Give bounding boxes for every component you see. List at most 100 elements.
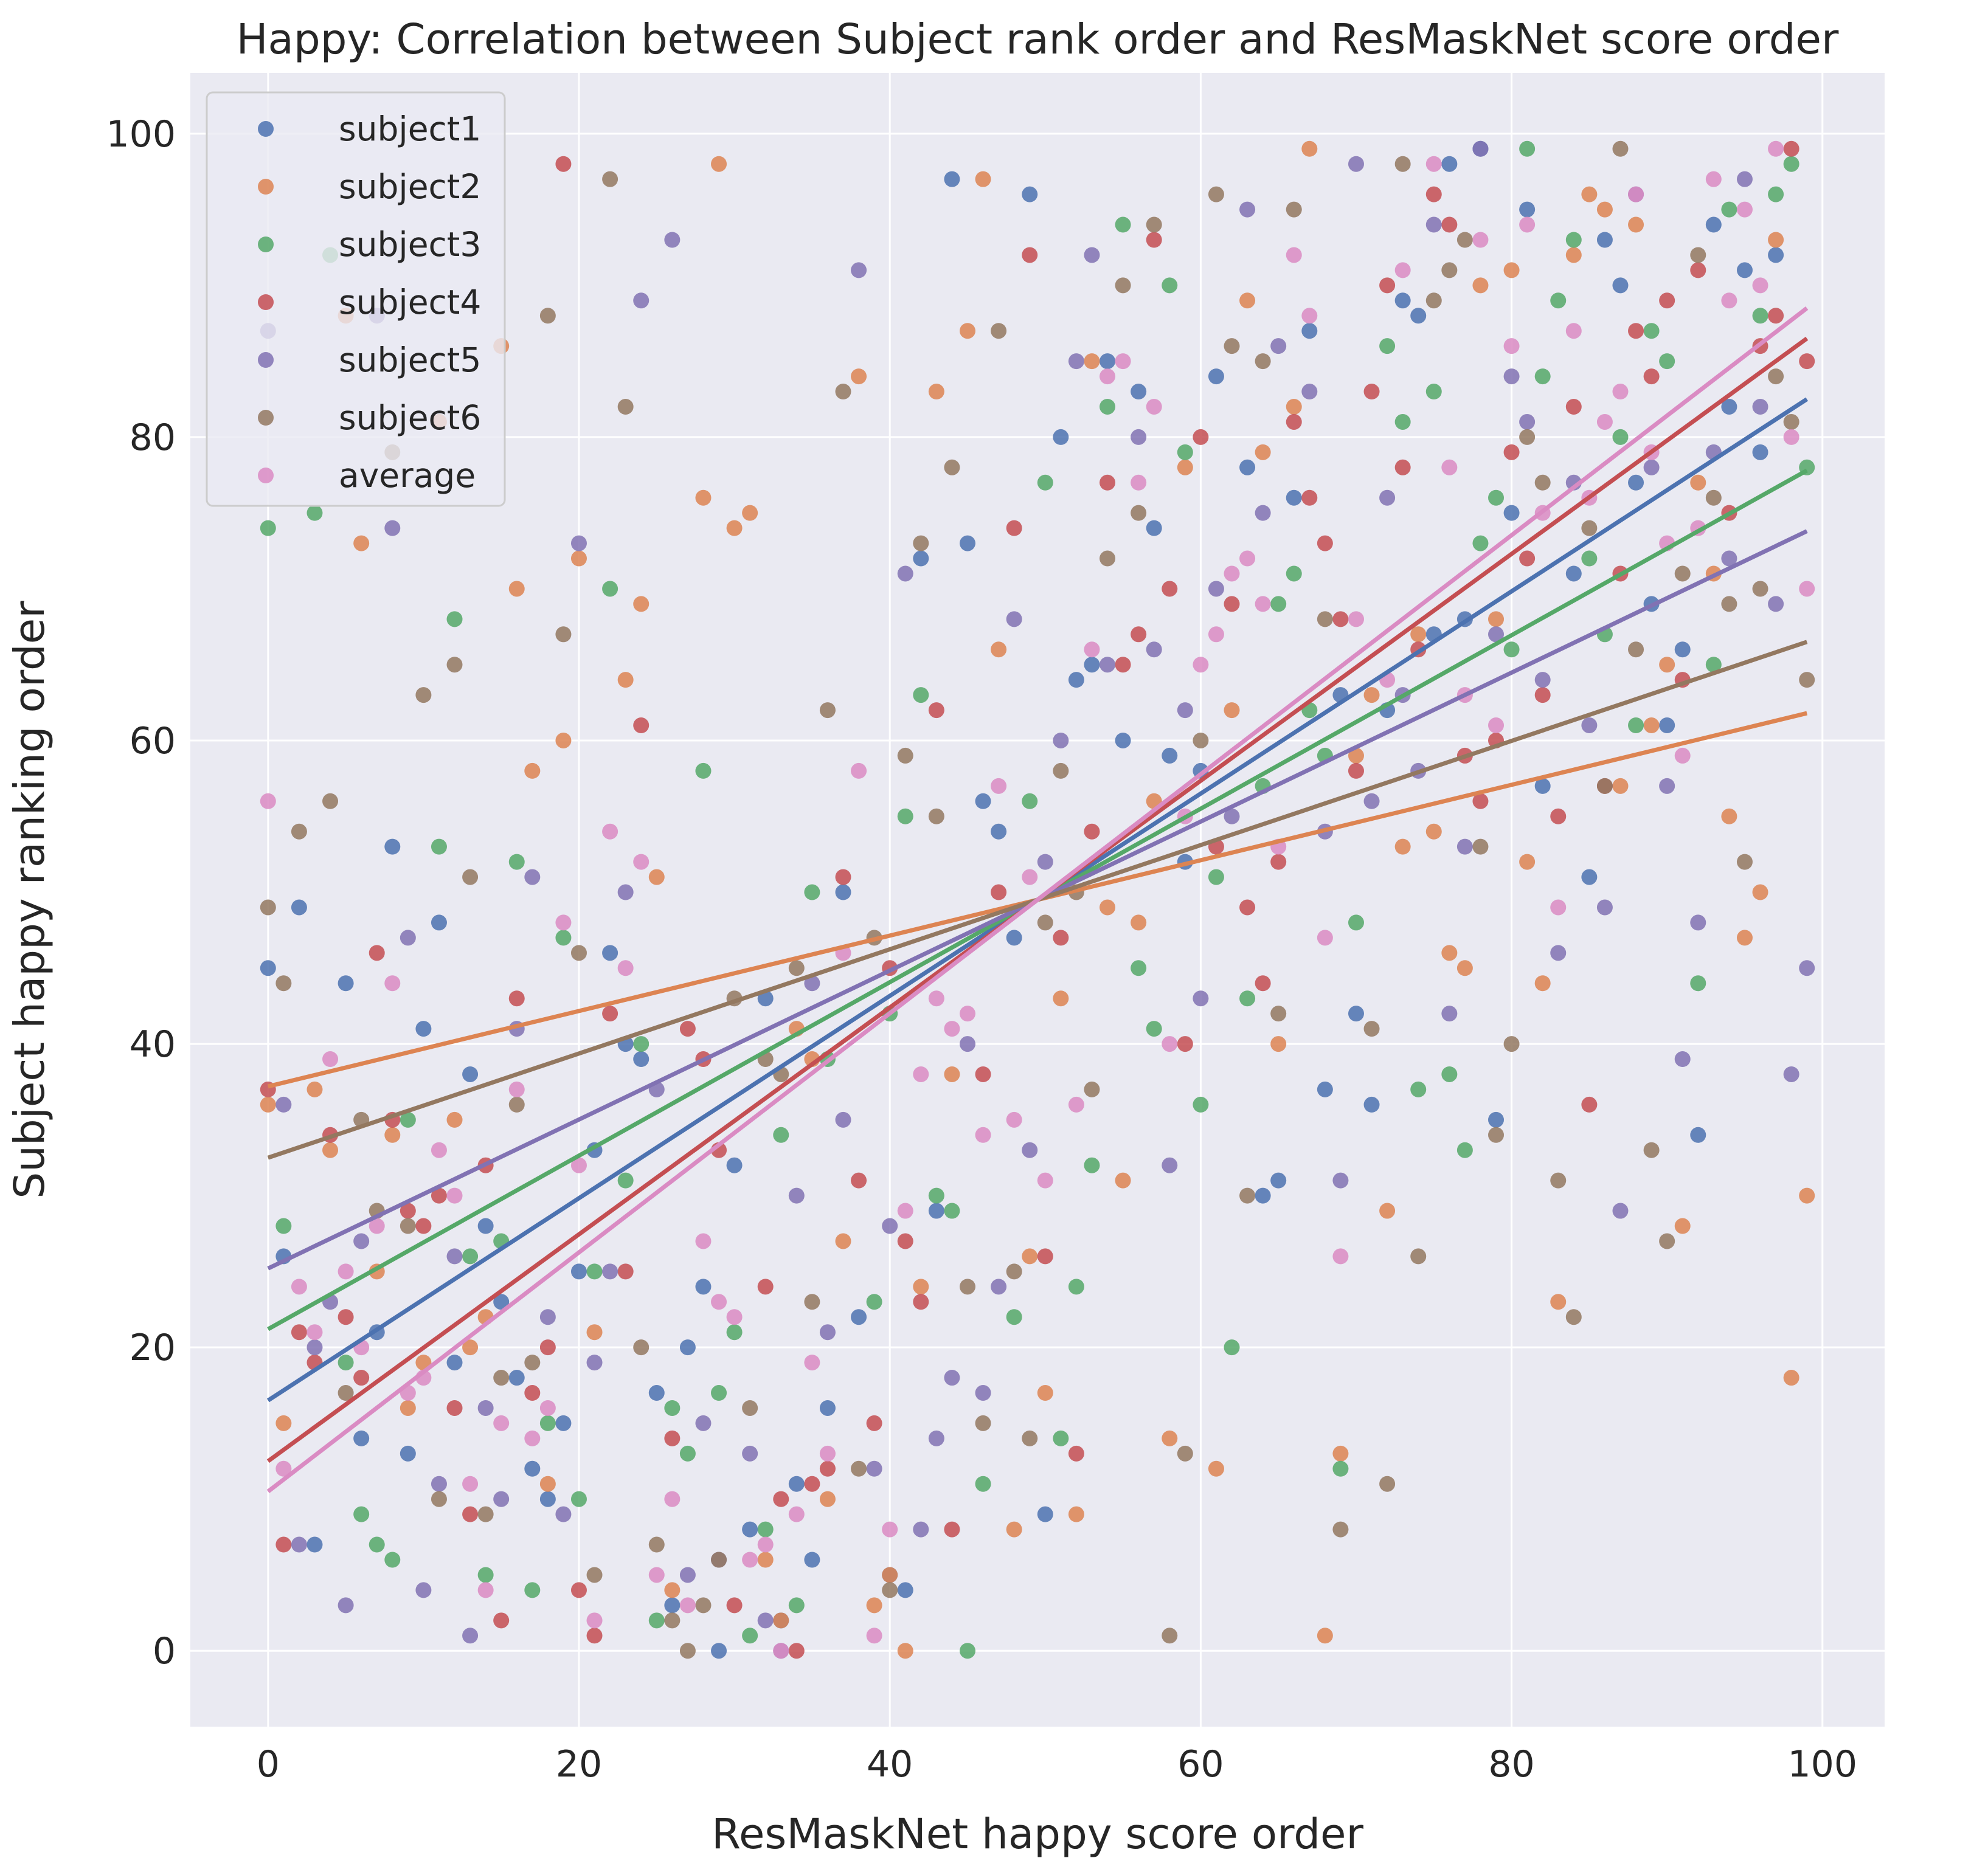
data-point [1519,854,1536,870]
legend-marker [258,352,274,368]
data-point [586,1324,603,1341]
data-point [1348,156,1364,172]
data-point [1503,262,1520,278]
data-point [882,1218,898,1234]
data-point [1752,581,1768,597]
data-point [539,1415,556,1431]
data-point [975,1476,991,1492]
data-point [1239,292,1256,309]
data-point [1441,262,1458,278]
data-point [415,1021,432,1037]
data-point [1224,808,1240,824]
data-point [711,1552,727,1568]
data-point [555,732,572,748]
data-point [1208,1460,1224,1477]
legend-marker [258,410,274,426]
data-point [1068,1445,1084,1462]
data-point [1239,1187,1256,1204]
data-point [819,1491,836,1507]
data-point [913,1066,929,1082]
data-point [307,1324,323,1341]
data-point [913,1279,929,1295]
data-point [1534,474,1551,491]
data-point [1363,1096,1380,1113]
legend-marker [258,294,274,310]
fit-line-average [266,306,1809,1493]
data-point [695,762,712,779]
data-point [1208,869,1224,885]
data-point [1022,1430,1038,1446]
data-point [275,1218,292,1234]
data-point [275,1415,292,1431]
data-point [570,1491,587,1507]
data-point [1503,505,1520,521]
data-point [1115,216,1131,233]
data-point [1348,747,1364,764]
data-point [260,1096,276,1113]
data-point [866,1294,882,1310]
data-point [804,1476,820,1492]
data-point [1255,353,1271,370]
data-point [711,1643,727,1659]
data-point [695,1415,712,1431]
data-point [648,1567,665,1583]
data-point [1224,596,1240,612]
data-point [1488,611,1505,627]
data-point [648,869,665,885]
data-point [928,1187,944,1204]
data-point [322,1051,339,1068]
data-point [1332,1445,1349,1462]
data-point [555,1415,572,1431]
data-point [664,1582,681,1598]
data-point [835,884,851,900]
data-point [1100,368,1116,385]
data-point [1690,474,1706,491]
data-point [1721,398,1737,415]
data-point [897,747,913,764]
series-subject2 [260,140,1815,1659]
data-point [555,156,572,172]
data-point [1037,1172,1053,1189]
data-point [851,368,867,385]
regression-lines [266,306,1809,1493]
data-point [1768,232,1784,248]
data-point [400,1445,416,1462]
data-point [1006,520,1022,536]
data-point [1488,717,1505,734]
data-point [851,1309,867,1325]
data-point [508,1370,525,1386]
data-point [1472,140,1489,157]
data-point [1690,1127,1706,1143]
data-point [664,1597,681,1614]
data-point [508,854,525,870]
data-point [508,990,525,1007]
series-subject6 [260,140,1815,1659]
data-point [1721,596,1737,612]
data-point [1084,1081,1100,1097]
data-point [338,1309,354,1325]
data-point [1628,474,1644,491]
data-point [1193,429,1209,445]
data-point [1519,413,1536,430]
data-point [928,990,944,1007]
data-point [804,1294,820,1310]
data-point [1379,338,1396,354]
data-point [711,1294,727,1310]
data-point [1534,778,1551,794]
data-point [1053,429,1069,445]
data-point [1659,353,1675,370]
data-point [555,914,572,931]
data-point [742,505,758,521]
data-point [493,1491,510,1507]
data-point [586,1263,603,1280]
data-point [1394,292,1411,309]
data-point [1721,808,1737,824]
data-point [1301,308,1318,324]
x-tick-label: 40 [867,1743,913,1786]
data-point [991,778,1007,794]
data-point [524,1385,541,1401]
data-point [1006,611,1022,627]
data-point [1286,413,1302,430]
data-point [695,1597,712,1614]
data-point [1332,1248,1349,1265]
